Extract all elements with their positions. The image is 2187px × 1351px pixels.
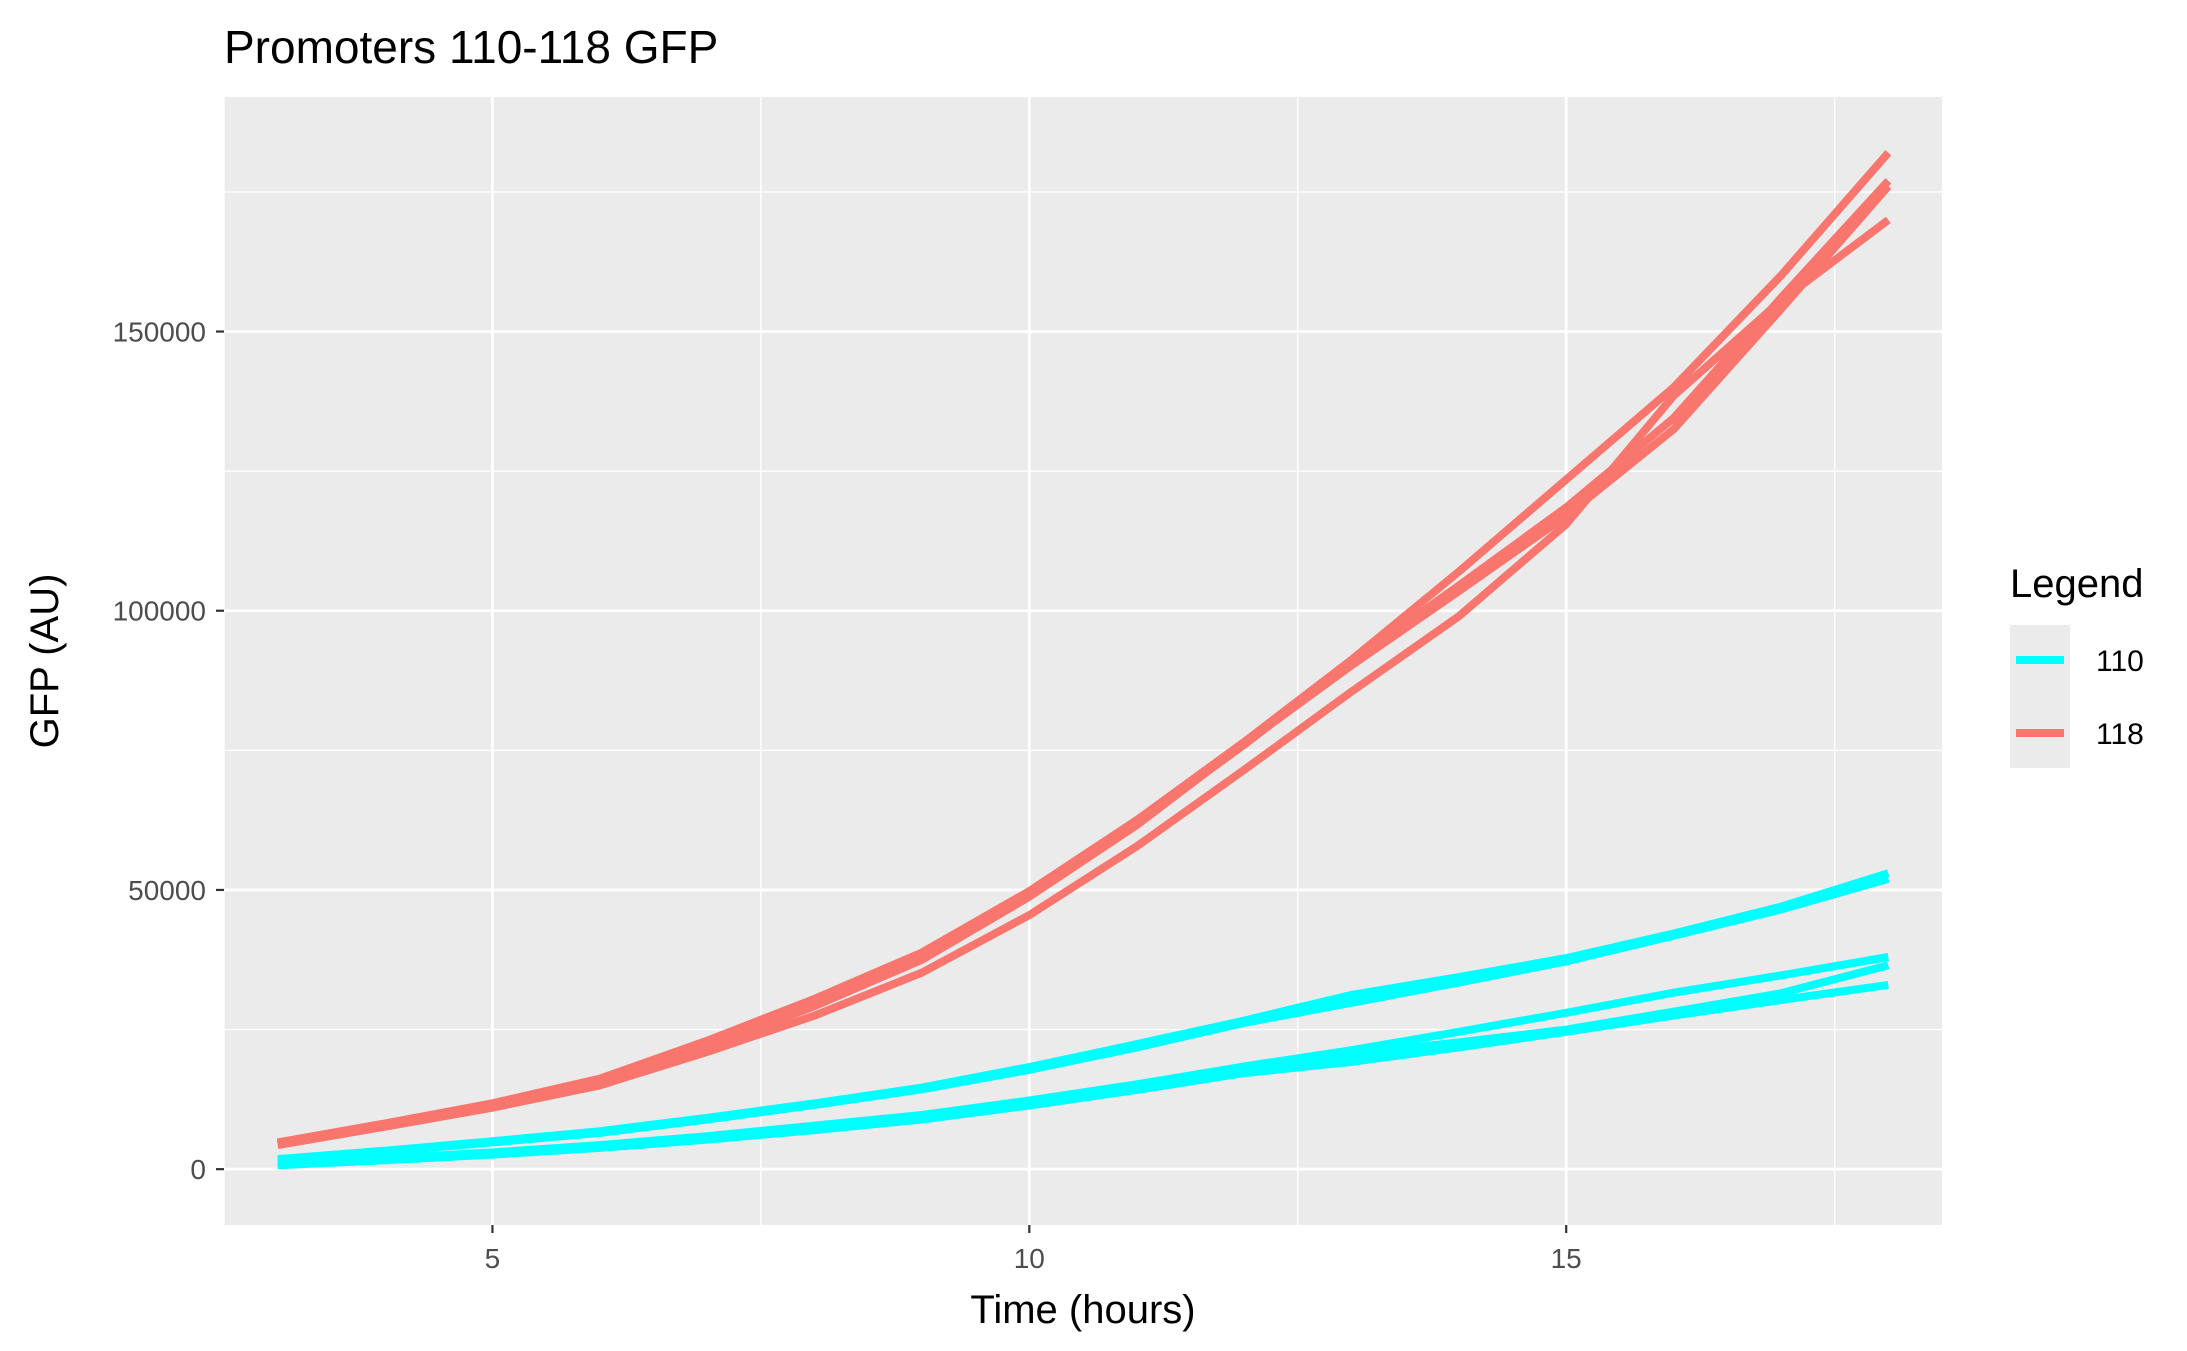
x-axis: 5 10 15 <box>485 1225 1582 1274</box>
series-line-118-9 <box>277 216 1891 1150</box>
legend-label-110: 110 <box>2096 645 2144 678</box>
y-tick-label: 100000 <box>113 596 206 627</box>
legend-keys-background <box>2010 625 2070 768</box>
x-tick-label: 15 <box>1551 1243 1582 1274</box>
y-tick-label: 50000 <box>128 875 206 906</box>
y-axis: 0 50000 100000 150000 <box>113 317 224 1185</box>
series-line-110-5 <box>277 980 1889 1170</box>
series-layer <box>277 150 1892 1170</box>
legend: Legend 110 118 <box>2010 562 2144 768</box>
y-tick-label: 0 <box>190 1154 206 1185</box>
x-tick-label: 10 <box>1014 1243 1045 1274</box>
chart-title: Promoters 110-118 GFP <box>224 21 718 73</box>
legend-label-118: 118 <box>2096 718 2144 751</box>
x-tick-label: 5 <box>485 1243 501 1274</box>
y-axis-title: GFP (AU) <box>23 574 67 749</box>
plot-panel <box>224 97 1942 1225</box>
grid-minor <box>223 97 1942 1225</box>
x-axis-title: Time (hours) <box>970 1288 1195 1332</box>
legend-title: Legend <box>2010 562 2143 606</box>
y-tick-label: 150000 <box>113 317 206 348</box>
series-line-110-2 <box>277 874 1890 1165</box>
grid-major <box>224 97 1942 1225</box>
